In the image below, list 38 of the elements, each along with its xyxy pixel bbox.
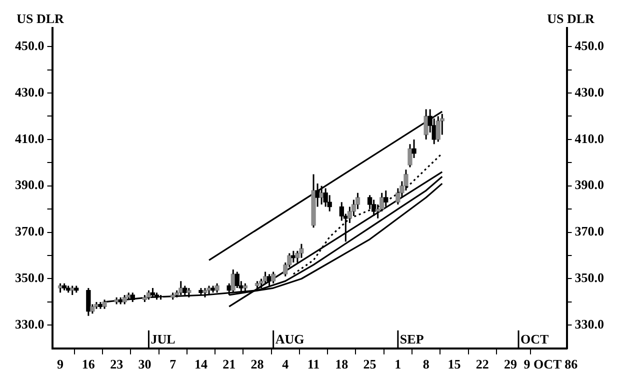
y-tick-label: 330.0 [15,316,44,332]
y-tick-label: 410.0 [15,130,44,146]
x-tick-label: 16 [82,356,96,372]
x-tick-label: 1 [394,356,402,372]
y2-tick-label: 410.0 [574,130,604,146]
y2-tick-label: 350.0 [574,270,604,286]
annotation: JUL [150,331,176,346]
y-tick-label: 430.0 [15,84,44,100]
x-tick-label: 29 [504,356,518,372]
x-tick-label: 14 [194,356,208,372]
x-tick-label: 23 [110,356,124,372]
x-tick-label: 18 [335,356,349,372]
x-tick-label: 8 [422,356,430,372]
y-tick-label: 390.0 [15,177,44,192]
annotation: OCT [520,331,550,346]
y-tick-label: 370.0 [15,224,44,239]
x-tick-label: 15 [448,356,462,372]
y2-axis-title: US DLR [547,10,596,26]
x-tick-label: 4 [282,356,290,372]
x-tick-label: 9 [57,356,64,372]
y2-tick-label: 370.0 [574,224,604,239]
x-tick-label: 22 [476,356,489,372]
annotation: SEP [400,331,424,346]
x-tick-label: 28 [250,356,264,372]
y2-tick-label: 450.0 [574,38,604,53]
x-tick-label: 25 [363,356,377,372]
x-tick-label: 30 [138,356,152,372]
y2-tick-label: 390.0 [574,177,604,192]
x-tick-label: 9 OCT 86 [524,356,578,372]
y2-tick-label: 330.0 [574,316,604,332]
x-tick-label: 11 [307,356,320,372]
y-tick-label: 450.0 [15,38,44,53]
y-axis-title: US DLR [16,10,65,26]
y2-tick-label: 430.0 [574,84,604,100]
y-tick-label: 350.0 [15,270,44,286]
x-tick-label: 7 [170,356,177,372]
x-tick-label: 21 [222,356,236,372]
annotation: AUG [275,331,304,346]
